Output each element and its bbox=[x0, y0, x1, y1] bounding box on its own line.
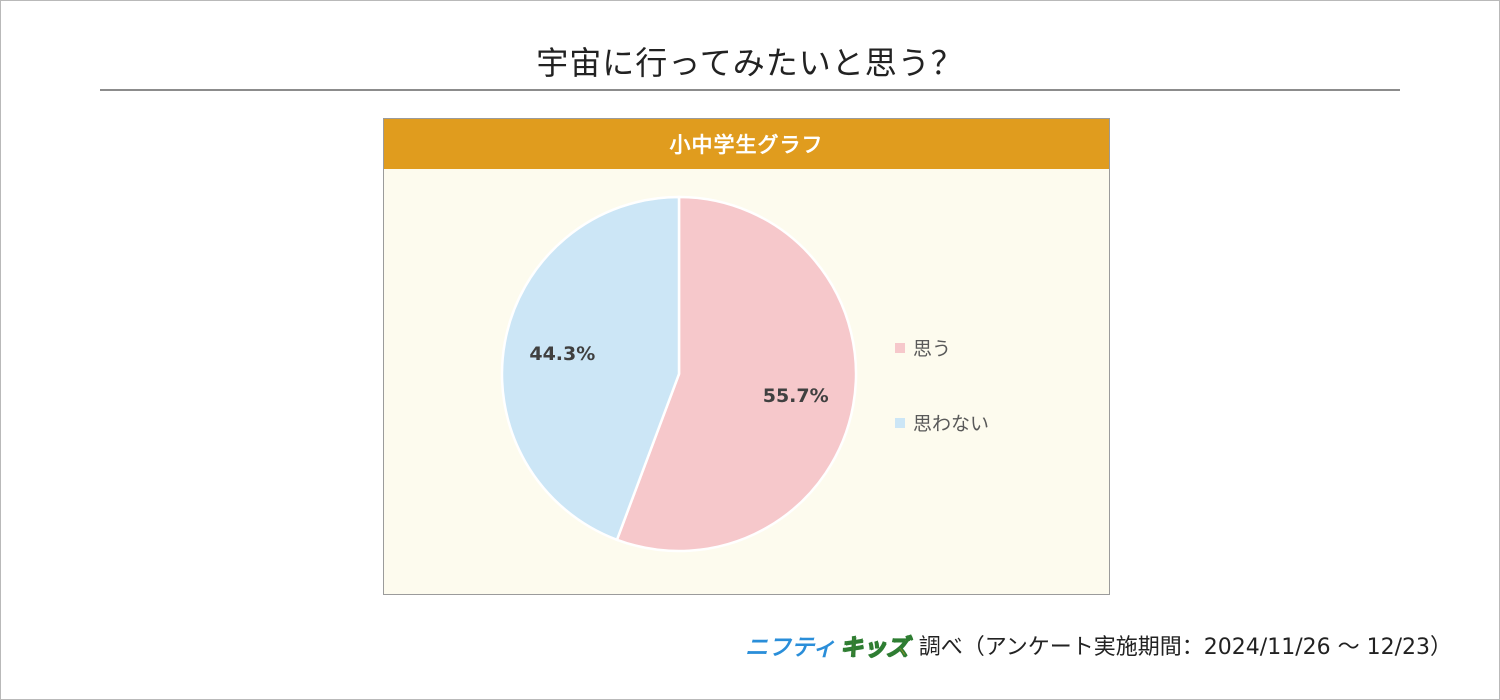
pie-data-label-2: 44.3% bbox=[529, 343, 595, 365]
chart-panel-header: 小中学生グラフ bbox=[384, 119, 1109, 169]
legend-swatch-1 bbox=[895, 343, 905, 353]
legend-swatch-2 bbox=[895, 418, 905, 428]
page-title: 宇宙に行ってみたいと思う？ bbox=[536, 44, 964, 82]
pie-data-label-1: 55.7% bbox=[763, 385, 829, 407]
pie-slice-1 bbox=[615, 195, 858, 553]
logo-text-nifty: ニフティ bbox=[745, 635, 836, 661]
legend-label-2: 思わない bbox=[913, 413, 989, 435]
survey-note: 調べ（アンケート実施期間：2024/11/26 ～ 12/23） bbox=[918, 635, 1452, 660]
footer: ニフティ キッズ 調べ（アンケート実施期間：2024/11/26 ～ 12/23… bbox=[745, 628, 1452, 662]
legend-label-1: 思う bbox=[913, 338, 951, 360]
chart-panel: 小中学生グラフ 55.7% 44.3% 思う思わない bbox=[383, 118, 1110, 595]
logo-text-kids: キッズ bbox=[839, 635, 909, 662]
title-divider bbox=[100, 89, 1400, 91]
nifty-kids-logo: ニフティ キッズ bbox=[745, 628, 909, 662]
pie-slice-2 bbox=[500, 195, 681, 542]
